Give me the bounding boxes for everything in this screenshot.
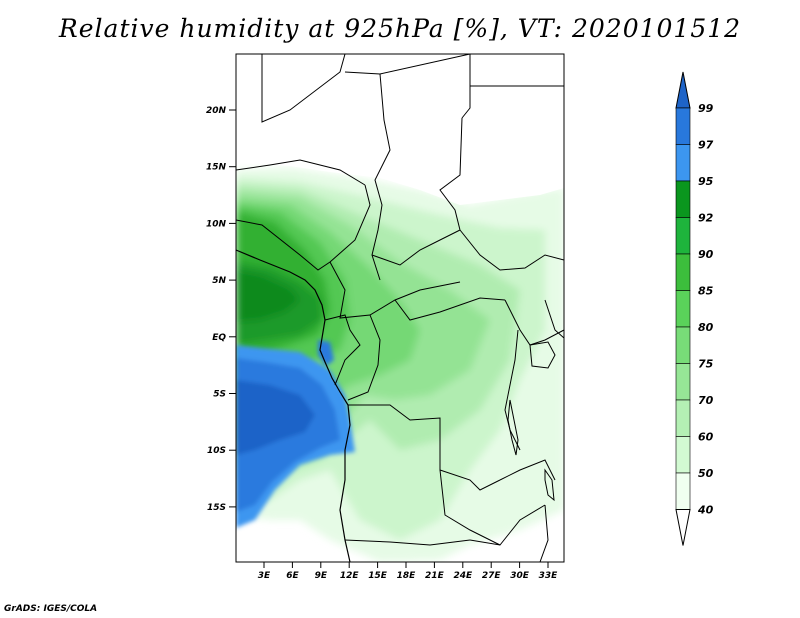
chart-title: Relative humidity at 925hPa [%], VT: 202… [58, 14, 742, 43]
colorbar-label: 95 [698, 175, 714, 188]
colorbar-swatch [675, 253, 691, 291]
lon-tick-label: 27E [482, 571, 502, 581]
colorbar-label: 85 [698, 285, 714, 298]
lon-tick-label: 3E [258, 571, 271, 581]
country-borders [236, 54, 564, 562]
colorbar-label: 50 [698, 467, 714, 480]
border-drc-angola [348, 404, 501, 491]
map-frame [235, 53, 565, 563]
colorbar-swatch [675, 107, 691, 145]
colorbar-swatch [675, 436, 691, 474]
border-libya-sudan [461, 54, 471, 119]
border-gabon-congo [324, 314, 361, 386]
colorbar-top-arrow [675, 71, 691, 109]
lon-tick-label: 24E [453, 571, 473, 581]
colorbar-swatch [675, 472, 691, 510]
lat-tick-label: 10S [207, 446, 226, 456]
rh-92-95-region [236, 270, 300, 322]
colorbar-label: 40 [697, 504, 714, 517]
colorbar-label: 60 [698, 431, 714, 444]
lon-tick-label: 18E [397, 571, 417, 581]
colorbar-label: 99 [698, 102, 714, 115]
border-sudan-south-sudan [459, 229, 564, 271]
lon-tick-label: 30E [510, 571, 530, 581]
humidity-field [236, 54, 564, 562]
lat-tick-label: 20N [206, 106, 227, 116]
colorbar-label: 75 [698, 358, 714, 371]
lon-tick-label: 9E [315, 571, 328, 581]
colorbar-swatch [675, 399, 691, 437]
border-kenya-ethiopia [544, 299, 564, 339]
border-angola-namibia [344, 539, 471, 546]
colorbar-swatch [675, 180, 691, 218]
coastline [236, 249, 351, 562]
lake-victoria [529, 341, 556, 369]
border-tanzania-zambia [499, 459, 556, 481]
lake-tanganyika [507, 399, 519, 456]
lake-malawi [544, 468, 555, 502]
border-nigeria-niger [236, 159, 366, 186]
rh-coastal-blue-patch [318, 340, 334, 366]
lon-tick-label: 12E [340, 571, 360, 581]
colorbar-bottom-arrow [675, 509, 691, 546]
rh-99-region [236, 380, 315, 455]
colorbar-swatch [675, 290, 691, 328]
colorbar-label: 80 [698, 321, 714, 334]
lat-tick-label: 15S [207, 503, 226, 513]
lon-tick-label: 15E [368, 571, 388, 581]
lat-tick-label: 5S [213, 390, 226, 400]
border-mozambique [539, 504, 549, 562]
colorbar-swatch [675, 217, 691, 255]
lon-tick-label: 6E [286, 571, 299, 581]
latitude-axis: 20N 15N 10N 5N EQ 5S 10S 15S [206, 106, 236, 513]
border-car-drc [394, 297, 506, 321]
colorbar: 99 97 95 92 90 85 80 75 70 60 50 40 [675, 71, 714, 546]
grads-credit: GrADS: IGES/COLA [4, 604, 98, 614]
colorbar-label: 70 [698, 394, 714, 407]
lon-tick-label: 21E [425, 571, 445, 581]
lat-tick-label: EQ [212, 333, 226, 343]
border-drc-uganda-rwanda [504, 329, 521, 451]
dry-sahara-region [236, 54, 564, 205]
border-congo-drc [347, 314, 381, 401]
colorbar-label: 92 [698, 212, 714, 225]
lat-tick-label: 10N [206, 219, 227, 229]
border-niger-chad [261, 54, 346, 123]
colorbar-swatch [675, 363, 691, 401]
colorbar-swatch [675, 144, 691, 182]
colorbar-label: 90 [698, 248, 714, 261]
lat-tick-label: 5N [212, 276, 226, 286]
border-sudan-east [439, 117, 463, 231]
border-angola-zambia [439, 469, 501, 546]
border-nigeria-cameroon [236, 184, 371, 271]
lat-tick-label: 15N [206, 163, 227, 173]
border-chad-car [371, 229, 461, 266]
colorbar-label: 97 [698, 139, 714, 152]
border-zambia-zimbabwe [469, 504, 546, 546]
lon-tick-label: 33E [539, 571, 559, 581]
longitude-axis: 3E 6E 9E 12E 15E 18E 21E 24E 27E 30E 33E [258, 562, 558, 581]
colorbar-swatch [675, 326, 691, 364]
border-chad-sudan [371, 73, 391, 281]
